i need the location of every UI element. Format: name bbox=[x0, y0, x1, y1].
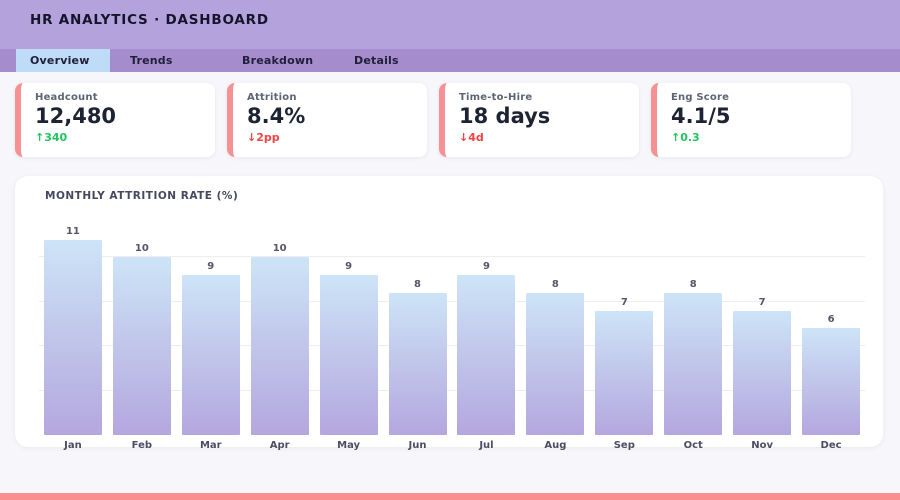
kpi-label: Eng Score bbox=[671, 92, 730, 103]
kpi-label: Time-to-Hire bbox=[459, 92, 533, 103]
x-tick-may: May bbox=[337, 440, 361, 451]
bar-value-label: 8 bbox=[689, 279, 697, 290]
chart-column-feb: 10 Feb bbox=[112, 243, 171, 454]
chart-card: MONTHLY ATTRITION RATE (%) 11 Jan 10 Feb 9 Ma… bbox=[15, 176, 883, 451]
bar-columns: 11 Jan 10 Feb 9 Mar 10 Apr 9 May 8 Jun 9 Jul 8 Aug 7 Sep 8… bbox=[33, 226, 871, 454]
chart-column-jul: 9 Jul bbox=[457, 261, 516, 454]
bar-value-label: 9 bbox=[482, 261, 490, 272]
x-tick-apr: Apr bbox=[269, 440, 290, 451]
chart-column-nov: 7 Nov bbox=[733, 297, 792, 454]
gridline-5 bbox=[39, 345, 865, 347]
chart-column-aug: 8 Aug bbox=[526, 279, 585, 454]
bar-value-label: 8 bbox=[551, 279, 559, 290]
page-title: HR ANALYTICS · DASHBOARD bbox=[30, 11, 269, 28]
x-tick-mar: Mar bbox=[199, 440, 222, 451]
x-tick-feb: Feb bbox=[131, 440, 153, 451]
kpi-card-eng-score: Eng Score 4.1/5 ↑0.3 bbox=[651, 83, 851, 157]
bar-jan[interactable] bbox=[43, 240, 102, 435]
chart-column-jan: 11 Jan bbox=[43, 226, 102, 454]
chart-column-apr: 10 Apr bbox=[250, 243, 309, 454]
x-tick-jul: Jul bbox=[479, 440, 494, 451]
chart-title: MONTHLY ATTRITION RATE (%) bbox=[45, 190, 239, 202]
gridline-2.5 bbox=[39, 389, 865, 391]
kpi-delta: ↓4d bbox=[459, 131, 484, 145]
bar-aug[interactable] bbox=[526, 293, 585, 435]
chart-column-may: 9 May bbox=[319, 261, 378, 454]
bar-oct[interactable] bbox=[664, 293, 723, 435]
bar-jun[interactable] bbox=[388, 293, 447, 435]
x-tick-aug: Aug bbox=[544, 440, 567, 451]
kpi-card-time-to-hire: Time-to-Hire 18 days ↓4d bbox=[439, 83, 639, 157]
bar-value-label: 8 bbox=[414, 279, 422, 290]
kpi-value: 12,480 bbox=[35, 104, 117, 128]
kpi-value: 18 days bbox=[459, 104, 551, 128]
tab-details[interactable]: Details bbox=[354, 54, 399, 67]
app-header: HR ANALYTICS · DASHBOARD bbox=[0, 0, 900, 49]
bar-value-label: 11 bbox=[65, 226, 80, 237]
kpi-value: 4.1/5 bbox=[671, 104, 731, 128]
bar-value-label: 7 bbox=[620, 297, 628, 308]
bar-nov[interactable] bbox=[733, 311, 792, 435]
kpi-delta: ↑0.3 bbox=[671, 131, 700, 145]
x-tick-nov: Nov bbox=[751, 440, 774, 451]
main-content: Headcount 12,480 ↑340 Attrition 8.4% ↓2pp Time… bbox=[0, 83, 900, 451]
kpi-value: 8.4% bbox=[247, 104, 306, 128]
kpi-label: Attrition bbox=[247, 92, 297, 103]
bar-apr[interactable] bbox=[250, 257, 309, 435]
kpi-delta: ↑340 bbox=[35, 131, 68, 145]
kpi-delta: ↓2pp bbox=[247, 131, 280, 145]
bar-value-label: 6 bbox=[827, 314, 835, 325]
bar-value-label: 10 bbox=[272, 243, 287, 254]
chart-column-mar: 9 Mar bbox=[181, 261, 240, 454]
chart-column-dec: 6 Dec bbox=[802, 314, 861, 454]
kpi-card-attrition: Attrition 8.4% ↓2pp bbox=[227, 83, 427, 157]
footer-accent-bar bbox=[0, 493, 900, 500]
gridline-10 bbox=[39, 256, 865, 258]
bar-value-label: 9 bbox=[207, 261, 215, 272]
x-tick-jun: Jun bbox=[408, 440, 427, 451]
bar-may[interactable] bbox=[319, 275, 378, 435]
gridline-7.5 bbox=[39, 300, 865, 302]
chart-column-oct: 8 Oct bbox=[664, 279, 723, 454]
bar-feb[interactable] bbox=[112, 257, 171, 435]
kpi-row: Headcount 12,480 ↑340 Attrition 8.4% ↓2pp Time… bbox=[15, 83, 885, 157]
bar-sep[interactable] bbox=[595, 311, 654, 435]
bar-value-label: 9 bbox=[345, 261, 353, 272]
x-tick-sep: Sep bbox=[613, 440, 635, 451]
bar-jul[interactable] bbox=[457, 275, 516, 435]
x-tick-oct: Oct bbox=[683, 440, 703, 451]
bar-dec[interactable] bbox=[802, 328, 861, 435]
tab-overview[interactable]: Overview bbox=[16, 49, 110, 72]
monthly-attrition-bar-chart: 11 Jan 10 Feb 9 Mar 10 Apr 9 May 8 Jun 9 Jul 8 Aug 7 Sep 8… bbox=[33, 202, 871, 454]
tab-breakdown[interactable]: Breakdown bbox=[242, 54, 314, 67]
bar-mar[interactable] bbox=[181, 275, 240, 435]
tab-bar: Overview Trends Breakdown Details bbox=[0, 49, 900, 72]
chart-column-jun: 8 Jun bbox=[388, 279, 447, 454]
kpi-label: Headcount bbox=[35, 92, 98, 103]
tab-trends[interactable]: Trends bbox=[130, 54, 173, 67]
bar-value-label: 7 bbox=[758, 297, 766, 308]
kpi-card-headcount: Headcount 12,480 ↑340 bbox=[15, 83, 215, 157]
bar-value-label: 10 bbox=[134, 243, 149, 254]
chart-column-sep: 7 Sep bbox=[595, 297, 654, 454]
x-tick-jan: Jan bbox=[64, 440, 82, 451]
x-tick-dec: Dec bbox=[820, 440, 842, 451]
